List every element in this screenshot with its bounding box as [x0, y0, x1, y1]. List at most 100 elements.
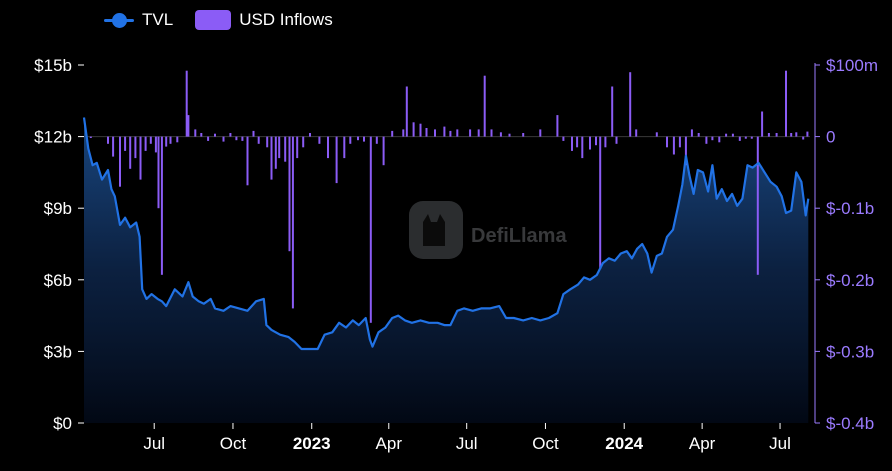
inflow-bar	[363, 136, 365, 142]
inflow-bar	[129, 136, 132, 169]
inflow-bar	[635, 129, 638, 137]
inflow-bar	[241, 136, 244, 141]
inflow-bar	[508, 133, 511, 137]
inflow-bar	[252, 130, 255, 137]
inflow-bar	[705, 136, 708, 144]
inflow-bar	[469, 129, 472, 137]
inflow-bar	[690, 129, 693, 137]
x-axis-tick-label: Jul	[769, 434, 791, 453]
left-axis-tick-label: $0	[53, 414, 72, 433]
left-axis-tick-label: $6b	[44, 271, 72, 290]
x-axis-tick-label: Jul	[143, 434, 165, 453]
left-axis-tick-label: $3b	[44, 342, 72, 361]
inflow-bar	[611, 86, 614, 137]
inflow-bar	[434, 129, 436, 137]
inflow-bar	[235, 136, 238, 141]
inflow-bar	[522, 133, 525, 137]
right-axis-tick-label: $-0.1b	[826, 199, 874, 218]
inflow-bar	[589, 136, 591, 150]
inflow-bar	[412, 122, 415, 137]
tvl-line	[82, 117, 810, 351]
legend: TVL USD Inflows	[104, 10, 355, 30]
inflow-bar	[327, 136, 329, 159]
inflow-bar	[425, 128, 428, 137]
inflow-bar	[382, 136, 385, 166]
inflow-bar	[318, 136, 321, 144]
inflow-bar	[655, 132, 658, 137]
inflow-bar	[456, 129, 459, 137]
tvl-legend-icon	[104, 12, 134, 28]
inflow-bar	[802, 136, 805, 140]
inflow-bar	[107, 136, 109, 144]
inflow-bar	[761, 111, 764, 137]
inflow-bar	[165, 136, 168, 147]
inflow-bar	[490, 129, 493, 137]
legend-item-tvl[interactable]: TVL	[104, 10, 173, 30]
inflow-bar	[343, 136, 346, 159]
legend-item-usd-inflows[interactable]: USD Inflows	[195, 10, 333, 30]
inflow-bar	[725, 133, 728, 137]
inflow-bar	[302, 136, 305, 148]
left-axis-tick-label: $12b	[34, 128, 72, 147]
inflow-bar	[750, 136, 753, 139]
inflow-bar	[194, 129, 197, 137]
inflow-bar	[335, 136, 338, 184]
right-axis-tick-label: $-0.2b	[826, 271, 874, 290]
inflow-bar	[187, 115, 190, 137]
inflow-bar	[176, 136, 179, 143]
inflow-bar	[309, 133, 311, 137]
inflow-bar	[405, 86, 408, 137]
inflow-bar	[284, 136, 287, 162]
inflow-bar	[581, 136, 584, 159]
inflow-bar	[562, 136, 565, 141]
inflow-bar	[214, 133, 216, 137]
x-axis-tick-label: 2023	[293, 434, 331, 453]
inflow-bar	[744, 136, 747, 139]
inflow-bar	[806, 131, 809, 137]
inflow-bar	[266, 136, 269, 148]
left-axis-tick-label: $15b	[34, 56, 72, 75]
inflow-bar	[499, 132, 502, 137]
inflow-bar	[207, 136, 210, 141]
inflow-bar	[666, 136, 668, 148]
inflow-bar	[200, 133, 203, 137]
inflow-bar	[599, 136, 602, 270]
inflow-bar	[229, 133, 232, 137]
tvl-area	[84, 117, 809, 423]
inflow-bar	[144, 136, 147, 151]
inflow-bar	[604, 136, 607, 148]
inflow-bar	[246, 136, 249, 186]
inflow-bar	[576, 136, 579, 148]
inflow-bar	[288, 136, 291, 252]
inflow-bar	[483, 75, 486, 137]
inflow-bar	[124, 136, 127, 151]
inflow-bar	[795, 132, 798, 137]
inflow-bar	[629, 72, 632, 137]
inflow-bar	[257, 136, 260, 144]
defillama-logo-icon	[409, 201, 463, 259]
inflow-bar	[402, 129, 405, 137]
inflow-bar	[157, 136, 160, 209]
inflow-bar	[185, 70, 188, 137]
inflow-bar	[718, 136, 721, 143]
inflow-bar	[672, 136, 675, 155]
inflow-bar	[160, 136, 163, 275]
inflow-bar	[278, 136, 281, 159]
inflow-bar	[112, 136, 115, 157]
inflow-bar	[556, 115, 559, 137]
inflow-bar	[615, 136, 618, 144]
legend-label-tvl: TVL	[142, 10, 174, 29]
inflow-bar	[684, 136, 687, 166]
inflow-bar	[419, 123, 422, 137]
inflow-bar	[291, 136, 294, 309]
inflow-bar	[369, 136, 372, 323]
inflow-bar	[767, 133, 770, 137]
inflow-bar	[477, 129, 480, 137]
inflow-bar	[222, 136, 225, 142]
inflow-bar	[571, 136, 573, 151]
right-axis-tick-label: 0	[826, 128, 835, 147]
inflow-bar	[756, 136, 759, 275]
inflow-bar	[790, 133, 793, 137]
inflow-bar	[539, 129, 542, 137]
